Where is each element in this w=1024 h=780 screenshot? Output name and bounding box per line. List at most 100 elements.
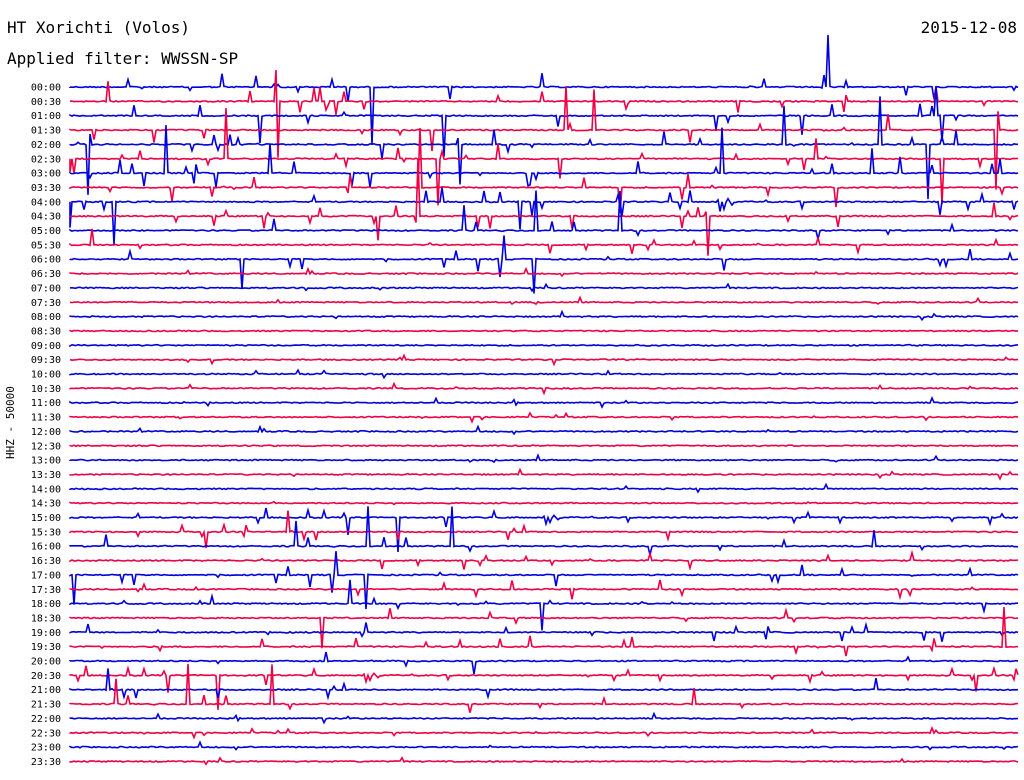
row-tick-label: 13:30: [31, 470, 61, 481]
row-tick-label: 11:00: [31, 398, 61, 409]
trace-row: [69, 381, 1019, 396]
trace-row: [69, 756, 1019, 766]
row-tick-label: 12:30: [31, 441, 61, 452]
row-tick-label: 02:00: [31, 140, 61, 151]
trace-row: [69, 510, 1019, 549]
row-tick-label: 04:30: [31, 212, 61, 223]
date-label: 2015-12-08: [920, 18, 1017, 37]
row-tick-label: 10:00: [31, 370, 61, 381]
row-tick-label: 04:00: [31, 197, 61, 208]
trace-row: [69, 549, 1019, 571]
station-title: HT Xorichti (Volos): [7, 18, 191, 37]
row-tick-label: 18:30: [31, 613, 61, 624]
trace-row: [69, 725, 1019, 740]
row-tick-label: 08:30: [31, 326, 61, 337]
row-tick-label: 09:30: [31, 355, 61, 366]
trace-row: [69, 187, 1019, 245]
trace-row: [69, 235, 1019, 294]
row-tick-label: 21:30: [31, 700, 61, 711]
row-tick-label: 14:00: [31, 484, 61, 495]
trace-row: [69, 551, 1019, 610]
trace-row: [69, 96, 1018, 200]
trace-row: [69, 579, 1018, 631]
row-tick-label: 07:30: [31, 298, 61, 309]
row-tick-label: 19:00: [31, 628, 61, 639]
trace-row: [69, 70, 1019, 158]
trace-row: [69, 424, 1019, 436]
trace-row: [69, 353, 1019, 367]
trace-row: [69, 444, 1019, 448]
trace-row: [69, 665, 1019, 710]
trace-row: [69, 127, 1019, 214]
trace-row: [69, 228, 1019, 256]
trace-row: [69, 651, 1019, 675]
trace-row: [69, 482, 1019, 494]
trace-row: [69, 343, 1019, 348]
row-tick-label: 14:30: [31, 499, 61, 510]
row-tick-label: 05:00: [31, 226, 61, 237]
row-tick-label: 09:00: [31, 341, 61, 352]
row-tick-label: 01:30: [31, 126, 61, 137]
row-tick-label: 20:00: [31, 657, 61, 668]
row-tick-label: 07:00: [31, 283, 61, 294]
trace-row: [69, 368, 1019, 380]
row-tick-label: 22:00: [31, 714, 61, 725]
row-tick-label: 12:00: [31, 427, 61, 438]
row-tick-label: 03:00: [31, 169, 61, 180]
row-tick-label: 21:00: [31, 685, 61, 696]
trace-row: [69, 108, 1019, 206]
trace-row: [69, 579, 1019, 601]
trace-row: [69, 621, 1019, 642]
trace-row: [69, 711, 1019, 725]
row-tick-label: 11:30: [31, 413, 61, 424]
trace-row: [69, 309, 1019, 322]
row-tick-labels: 00:00 00:30 01:00 01:30 02:00 02:30 03:00 03:30…: [31, 83, 61, 768]
trace-row: [69, 668, 1019, 701]
row-tick-label: 13:00: [31, 456, 61, 467]
row-tick-label: 19:30: [31, 642, 61, 653]
row-tick-label: 00:30: [31, 97, 61, 108]
row-tick-label: 06:00: [31, 255, 61, 266]
trace-row: [69, 395, 1019, 409]
row-tick-label: 17:00: [31, 570, 61, 581]
trace-row: [69, 85, 1019, 157]
trace-row: [69, 411, 1019, 424]
row-tick-label: 22:30: [31, 728, 61, 739]
trace-row: [69, 282, 1019, 293]
seismic-traces: [69, 34, 1019, 766]
trace-row: [69, 606, 1019, 657]
filter-label: Applied filter: WWSSN-SP: [7, 49, 239, 68]
trace-row: [69, 34, 1019, 145]
row-tick-label: 10:30: [31, 384, 61, 395]
row-tick-label: 05:30: [31, 240, 61, 251]
row-tick-label: 17:30: [31, 585, 61, 596]
row-tick-label: 18:00: [31, 599, 61, 610]
row-tick-label: 15:30: [31, 527, 61, 538]
trace-row: [69, 467, 1019, 481]
row-tick-label: 06:30: [31, 269, 61, 280]
trace-row: [69, 664, 1019, 713]
trace-row: [69, 506, 1019, 556]
row-tick-label: 23:30: [31, 757, 61, 768]
trace-row: [69, 159, 1019, 256]
trace-row: [69, 295, 1018, 306]
row-tick-label: 08:00: [31, 312, 61, 323]
trace-row: [69, 740, 1019, 751]
trace-row: [69, 329, 1019, 333]
row-tick-label: 02:30: [31, 154, 61, 165]
trace-row: [69, 125, 1019, 188]
row-tick-label: 00:00: [31, 83, 61, 94]
trace-row: [69, 607, 1019, 649]
row-tick-label: 23:00: [31, 743, 61, 754]
trace-row: [69, 507, 1019, 553]
row-tick-label: 16:00: [31, 542, 61, 553]
trace-row: [69, 266, 1019, 278]
row-tick-label: 03:30: [31, 183, 61, 194]
trace-row: [69, 190, 1019, 240]
row-tick-label: 16:30: [31, 556, 61, 567]
row-tick-label: 01:00: [31, 111, 61, 122]
row-tick-label: 20:30: [31, 671, 61, 682]
trace-row: [69, 500, 1019, 506]
trace-row: [69, 453, 1019, 464]
